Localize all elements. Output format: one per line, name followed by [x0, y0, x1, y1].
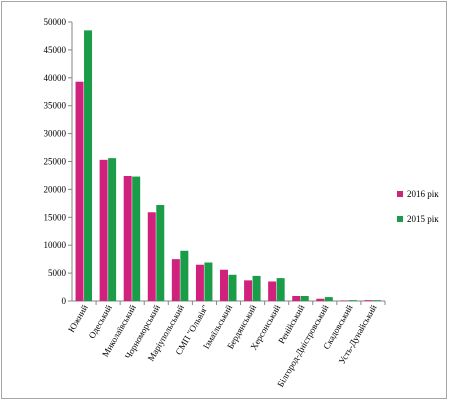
- legend-swatch-2016: [397, 191, 403, 197]
- bar-2015: [372, 300, 381, 301]
- x-tick-label: Южний: [66, 303, 90, 334]
- bar-2016: [123, 176, 132, 301]
- bar-2016: [244, 280, 253, 301]
- bar-2016: [268, 281, 277, 301]
- y-tick-label: 20000: [44, 184, 67, 194]
- bar-2015: [108, 158, 117, 301]
- y-tick-label: 10000: [44, 240, 67, 250]
- bar-2015: [348, 300, 357, 301]
- y-tick-label: 25000: [44, 157, 67, 167]
- legend-swatch-2015: [397, 216, 403, 222]
- y-tick-label: 5000: [48, 268, 67, 278]
- bar-2015: [156, 205, 165, 301]
- bar-2016: [147, 212, 156, 301]
- bar-2016: [171, 259, 180, 301]
- bar-2015: [300, 295, 309, 301]
- legend-label-2016: 2016 рік: [407, 189, 439, 199]
- legend-label-2015: 2015 рік: [407, 214, 439, 224]
- bar-2015: [180, 250, 189, 301]
- bar-2016: [316, 298, 325, 301]
- bar-2016: [99, 159, 108, 301]
- bar-2015: [84, 30, 93, 302]
- bar-2016: [75, 81, 84, 302]
- y-tick-label: 0: [62, 296, 67, 306]
- bar-2015: [204, 262, 213, 301]
- bar-2015: [228, 274, 237, 301]
- y-tick-label: 50000: [44, 17, 67, 27]
- bar-2016: [195, 264, 204, 301]
- y-tick-label: 40000: [44, 73, 67, 83]
- y-tick-label: 45000: [44, 45, 67, 55]
- bar-2015: [324, 297, 333, 301]
- bar-2015: [252, 275, 261, 301]
- bar-2016: [292, 295, 301, 301]
- bar-2016: [364, 300, 373, 301]
- bar-2016: [220, 269, 228, 301]
- y-tick-label: 30000: [44, 129, 67, 139]
- bar-2015: [276, 278, 285, 301]
- bar-2015: [132, 176, 141, 301]
- x-tick-label: Одеський: [87, 303, 114, 340]
- y-tick-label: 15000: [44, 212, 67, 222]
- y-tick-label: 35000: [44, 101, 67, 111]
- bar-2016: [340, 300, 349, 301]
